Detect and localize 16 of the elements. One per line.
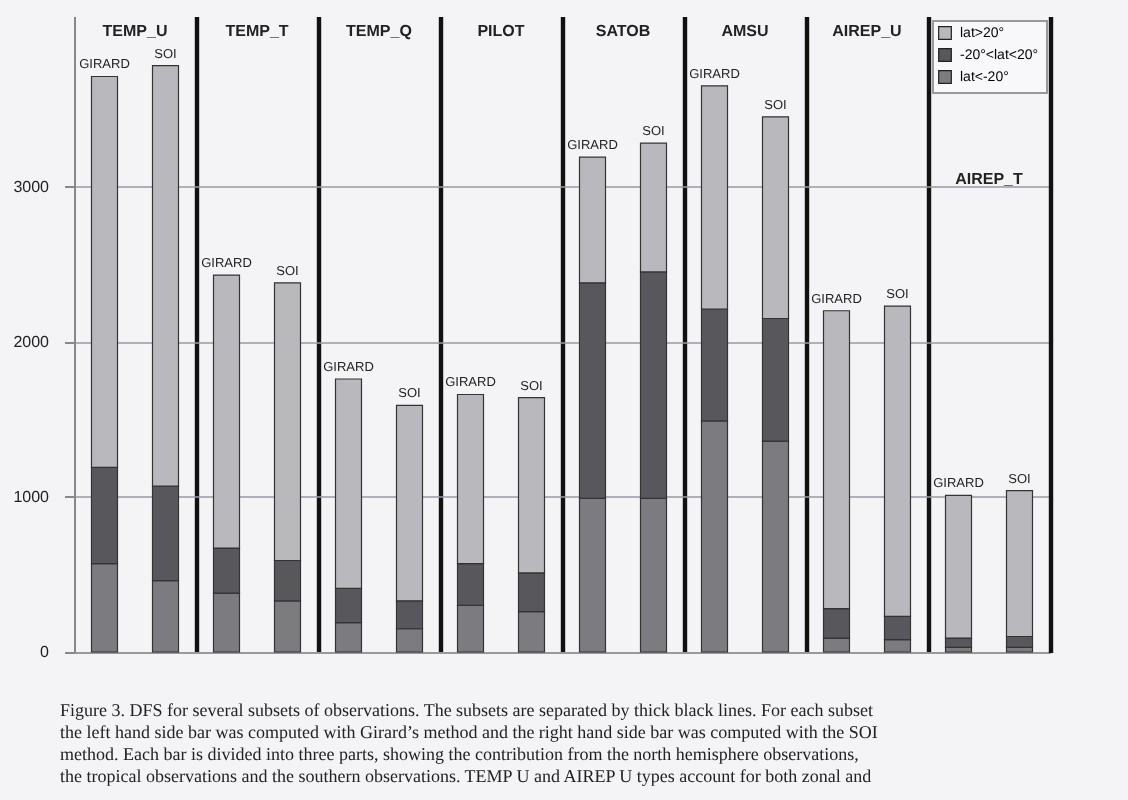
y-tick-label: 3000 (13, 177, 51, 196)
y-tick-label: 2000 (13, 332, 51, 351)
annotation: TEMP_T (225, 22, 289, 40)
text: the tropical observations and the southern observations. TEMP U and AIREP U types account for both zonal and (60, 766, 874, 788)
annotation: AMSU (721, 22, 769, 40)
annotation: AIREP_T (955, 170, 1023, 188)
annotation: PILOT (477, 22, 525, 40)
annotation: SATOB (595, 22, 651, 40)
y-tick-label: 1000 (13, 487, 51, 506)
y-tick-label: 0 (40, 643, 51, 661)
annotation: AIREP_U (832, 22, 903, 40)
annotation: TEMP_Q (346, 22, 412, 40)
text: the left hand side bar was computed with Girard’s method and the right hand side bar was computed with the SOI (60, 722, 880, 744)
annotation: TEMP_U (102, 22, 168, 40)
text: method. Each bar is divided into three parts, showing the contribution from the north hemisphere observations, (60, 744, 861, 766)
caption: Figure 3. DFS for several subsets of observations. The subsets are separated by thick black lines. For each subset (60, 700, 875, 722)
